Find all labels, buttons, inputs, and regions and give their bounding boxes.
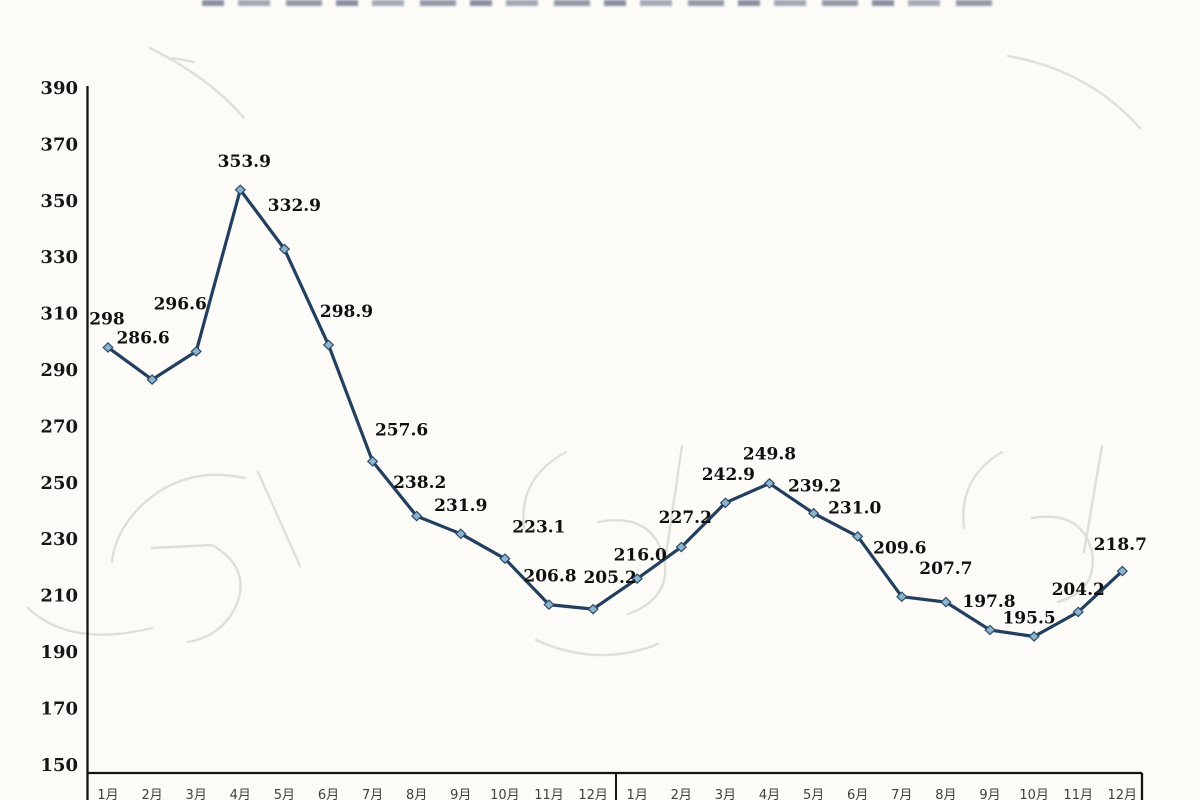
y-tick-label: 310 xyxy=(40,304,78,325)
data-label: 227.2 xyxy=(659,508,712,528)
data-point-marker xyxy=(455,528,467,540)
x-month-label: 9月 xyxy=(979,788,1000,800)
x-axis-month-labels: 1月 2月 3月 4月 5月 6月 7月 8月 9月 10月 11月 12月 1月 2月 3月 4月 5月 6月 7… xyxy=(97,788,1137,800)
data-label: 231.0 xyxy=(828,498,881,518)
x-month-label: 10月 xyxy=(490,788,520,800)
data-label: 239.2 xyxy=(788,476,841,496)
y-tick-label: 150 xyxy=(40,755,78,776)
x-month-label: 6月 xyxy=(847,788,868,800)
y-tick-label: 390 xyxy=(40,78,78,99)
data-label: 195.5 xyxy=(1002,608,1055,628)
data-point-marker xyxy=(543,599,555,611)
y-tick-label: 370 xyxy=(40,134,78,155)
data-point-marker xyxy=(411,510,423,522)
data-point-markers xyxy=(102,184,1128,642)
data-label: 205.2 xyxy=(583,568,636,588)
series-line xyxy=(106,188,1124,639)
data-point-marker xyxy=(1072,606,1084,618)
x-month-label: 3月 xyxy=(186,788,207,800)
y-tick-label: 350 xyxy=(40,191,78,212)
data-label: 216.0 xyxy=(614,546,667,566)
y-tick-label: 230 xyxy=(40,529,78,550)
data-label: 206.8 xyxy=(523,567,576,587)
y-tick-label: 250 xyxy=(40,473,78,494)
data-point-marker xyxy=(675,541,687,553)
x-month-label: 6月 xyxy=(318,788,339,800)
x-month-label: 5月 xyxy=(274,788,295,800)
x-month-label: 2月 xyxy=(671,788,692,800)
y-tick-label: 330 xyxy=(40,247,78,268)
y-tick-label: 190 xyxy=(40,642,78,663)
y-tick-label: 290 xyxy=(40,360,78,381)
x-month-label: 11月 xyxy=(534,788,564,800)
x-month-label: 11月 xyxy=(1063,788,1093,800)
data-point-marker xyxy=(146,374,158,386)
y-tick-label: 210 xyxy=(40,586,78,607)
x-month-label: 4月 xyxy=(230,788,251,800)
y-tick-label: 170 xyxy=(40,698,78,719)
data-label: 296.6 xyxy=(154,294,207,314)
data-point-marker xyxy=(366,455,379,467)
data-point-marker xyxy=(852,530,864,542)
y-tick-label: 270 xyxy=(40,416,78,437)
data-point-marker xyxy=(631,573,643,585)
clipped-title xyxy=(202,0,1002,6)
data-label: 332.9 xyxy=(268,196,321,216)
x-month-label: 7月 xyxy=(891,788,912,800)
data-point-marker xyxy=(102,342,114,353)
x-month-label: 9月 xyxy=(450,788,471,800)
x-month-label: 2月 xyxy=(141,788,162,800)
data-point-marker xyxy=(807,507,820,519)
data-point-marker xyxy=(499,553,511,565)
data-label: 298 xyxy=(89,309,125,329)
data-label: 298.9 xyxy=(320,302,373,322)
x-month-label: 5月 xyxy=(803,788,824,800)
x-month-label: 1月 xyxy=(627,788,648,800)
x-month-label: 1月 xyxy=(97,788,118,800)
data-point-marker xyxy=(984,624,996,636)
data-point-marker xyxy=(278,243,291,255)
x-month-label: 10月 xyxy=(1019,788,1049,800)
data-label: 231.9 xyxy=(434,496,487,516)
data-point-marker xyxy=(190,345,202,357)
data-label: 257.6 xyxy=(375,420,428,440)
data-label: 218.7 xyxy=(1094,535,1147,555)
data-label: 249.8 xyxy=(743,444,796,464)
data-point-marker xyxy=(1028,631,1040,642)
data-point-marker xyxy=(234,184,246,196)
axes xyxy=(86,86,1144,800)
data-label: 223.1 xyxy=(512,518,565,538)
data-label: 209.6 xyxy=(873,539,926,559)
data-label: 286.6 xyxy=(116,329,169,349)
data-point-marker xyxy=(587,603,599,615)
data-point-marker xyxy=(940,596,952,608)
x-month-label: 12月 xyxy=(1108,788,1138,800)
data-point-marker xyxy=(1116,565,1128,577)
data-point-marker xyxy=(322,339,335,351)
data-point-marker xyxy=(896,591,908,603)
y-axis-ticks: 390 370 350 330 310 290 270 250 230 210 190 170 150 xyxy=(40,78,78,776)
x-month-label: 7月 xyxy=(362,788,383,800)
data-label: 353.9 xyxy=(218,152,271,172)
data-point-marker xyxy=(719,497,732,509)
x-month-label: 12月 xyxy=(578,788,608,800)
x-month-label: 3月 xyxy=(715,788,736,800)
data-label: 204.2 xyxy=(1052,580,1105,600)
x-month-label: 4月 xyxy=(759,788,780,800)
data-point-marker xyxy=(763,477,776,489)
x-month-label: 8月 xyxy=(406,788,427,800)
data-label: 197.8 xyxy=(962,592,1015,612)
data-label: 238.2 xyxy=(393,473,446,493)
data-label: 242.9 xyxy=(702,465,755,485)
x-month-label: 8月 xyxy=(935,788,956,800)
data-label: 207.7 xyxy=(919,559,972,579)
